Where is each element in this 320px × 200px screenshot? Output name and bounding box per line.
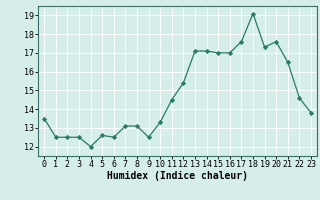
X-axis label: Humidex (Indice chaleur): Humidex (Indice chaleur): [107, 171, 248, 181]
